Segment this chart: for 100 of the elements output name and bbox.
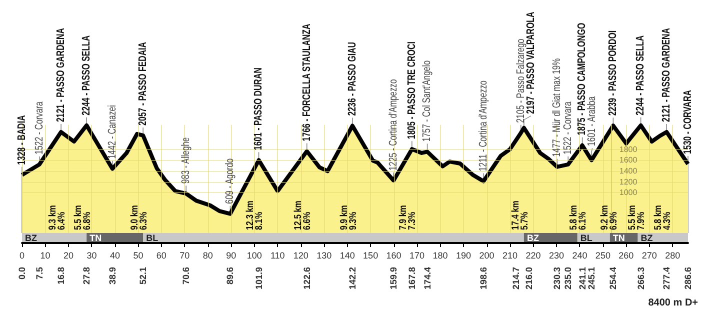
annotation: 5.8 km [652,205,664,230]
annotation: 1601 - PASSO DURAN [252,68,266,150]
annotation: 609 - Agordo [224,158,237,204]
annotation: 2244 - PASSO SELLA [634,35,648,116]
x-tick-label: 200 [479,250,494,260]
x-tick-label: 160 [386,250,402,260]
x2-tick-label: 230.3 [552,267,562,290]
annotation: 4.3% [661,212,672,230]
annotation: 1530 - CORVARA [682,90,694,154]
x-tick-label: 140 [340,250,355,260]
annotation: 1211 - Cortina d'Ampezzo [477,80,490,172]
x2-tick-label: 266.3 [636,267,646,290]
annotation: 7.3% [406,212,418,230]
annotation: 983 - Alleghe [180,137,192,184]
x2-tick-label: 27.8 [82,267,92,285]
annotation: 1766 - FORCELLA STAULANZA [300,24,314,142]
annotation: 1442 - Canazei [106,105,119,159]
x2-tick-label: 167.8 [406,267,417,290]
y-tick-label: 1800 [619,144,638,154]
annotation: 2121 - PASSO GARDENA [660,28,673,122]
annotation: 6.3% [138,212,149,230]
x-tick-label: 40 [110,250,120,260]
band-label: BZ [640,233,654,243]
x-tick-label: 50 [133,250,144,260]
x-tick-label: 20 [63,250,74,260]
x2-tick-label: 277.4 [662,267,672,290]
x2-tick-label: 38.9 [107,267,118,285]
x2-tick-label: 16.8 [56,267,66,285]
annotation: 1522 - Corvara [33,101,46,154]
x2-tick-label: 286.6 [683,267,693,290]
annotation: 12.3 km [244,200,256,230]
annotation: 5.8 km [568,205,579,230]
x-tick-label: 270 [642,250,657,260]
x2-tick-label: 198.6 [478,267,489,290]
annotation: 1601 - Arabba [586,96,599,146]
annotation: 6.8% [81,212,92,230]
x-tick-label: 190 [456,250,472,260]
x-tick-label: 70 [180,250,190,260]
annotation: 1805 - PASSO TRE CROCI [406,41,418,140]
band-label: TN [612,233,625,243]
x2-tick-label: 89.6 [225,267,236,285]
band-label: TN [90,233,102,243]
y-tick-label: 1600 [619,156,638,165]
band-label: BL [146,233,159,243]
x2-tick-label: 254.4 [608,267,618,290]
annotation: 8.1% [253,212,264,230]
annotation: 9.3 km [46,205,58,230]
text: 8400 m D+ [648,298,698,308]
x-tick-label: 100 [246,250,262,260]
y-tick-label: 1200 [619,177,638,186]
annotation: 2105 - Passo Falzarego [514,38,528,123]
annotation: 12.5 km [292,200,304,230]
x-tick-label: 110 [270,250,285,260]
x2-tick-label: 214.7 [510,267,521,290]
x2-tick-label: 235.0 [563,267,574,290]
x2-tick-label: 174.4 [422,267,432,290]
annotation: 6.9% [608,212,619,230]
annotation: 9.2 km [598,205,610,230]
x2-tick-label: 101.9 [254,267,264,290]
band-label: BZ [526,233,540,243]
x-tick-label: 250 [595,250,610,260]
annotation: 5.7% [518,212,530,230]
x2-tick-label: 52.1 [138,267,148,285]
x-tick-label: 210 [502,250,518,260]
annotation: 5.5 km [72,205,84,230]
x2-tick-label: 7.5 [34,267,44,280]
band-label: BL [580,233,593,243]
x-tick-label: 0 [19,250,25,260]
x-tick-label: 260 [618,250,634,260]
annotation: 6.6% [301,212,312,230]
annotation: 2244 - PASSO SELLA [80,35,93,116]
x2-tick-label: 241.1 [577,267,588,290]
x-tick-label: 80 [202,250,213,260]
y-tick-label: 1000 [619,188,638,198]
x-tick-label: 280 [665,250,680,260]
annotation: 17.4 km [509,200,520,230]
annotation: 2236 - PASSO GIAU [346,42,359,116]
x2-tick-label: 216.0 [524,267,534,290]
x-tick-label: 220 [526,250,541,260]
annotation: 1477 - Mür dl Giat max 19% [550,58,564,157]
x2-tick-label: 70.6 [181,267,192,285]
annotation: 7.9% [635,212,646,230]
annotation: 9.3% [346,212,358,230]
x-tick-label: 30 [86,250,97,260]
x-tick-label: 60 [156,250,166,260]
x-tick-label: 10 [40,250,50,260]
x2-tick-label: 159.9 [388,267,399,290]
annotation: 6.1% [576,212,588,230]
band-label: BZ [25,233,38,243]
x2-tick-label: 245.1 [586,267,597,290]
x-tick-label: 130 [316,250,332,260]
x2-tick-label: 122.6 [302,267,312,290]
x-tick-label: 230 [548,250,564,260]
annotation: 7.9 km [397,205,408,230]
x-tick-label: 240 [572,250,588,260]
x2-tick-label: 0.0 [17,267,27,280]
annotation: 1225 - Cortina d'Ampezzo [387,79,400,170]
annotation: 9.9 km [338,205,349,230]
x-tick-label: 90 [226,250,236,260]
x-tick-label: 120 [293,250,308,260]
